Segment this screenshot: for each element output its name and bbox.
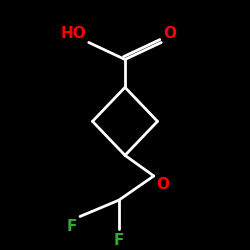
Text: F: F xyxy=(114,233,124,248)
Text: HO: HO xyxy=(60,26,86,41)
Text: O: O xyxy=(156,177,169,192)
Text: O: O xyxy=(164,26,177,41)
Text: F: F xyxy=(67,219,78,234)
